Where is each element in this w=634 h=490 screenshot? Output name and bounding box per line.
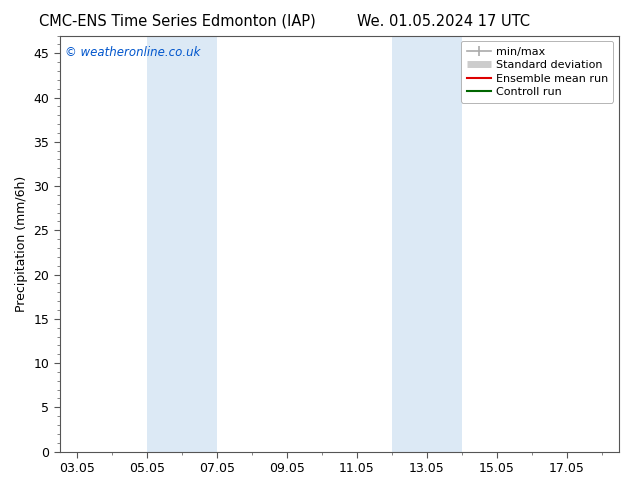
- Bar: [392, 36, 462, 452]
- Text: © weatheronline.co.uk: © weatheronline.co.uk: [65, 46, 201, 59]
- Y-axis label: Precipitation (mm/6h): Precipitation (mm/6h): [15, 175, 28, 312]
- Text: We. 01.05.2024 17 UTC: We. 01.05.2024 17 UTC: [358, 14, 530, 29]
- Legend: min/max, Standard deviation, Ensemble mean run, Controll run: min/max, Standard deviation, Ensemble me…: [461, 41, 614, 103]
- Text: CMC-ENS Time Series Edmonton (IAP): CMC-ENS Time Series Edmonton (IAP): [39, 14, 316, 29]
- Bar: [147, 36, 217, 452]
